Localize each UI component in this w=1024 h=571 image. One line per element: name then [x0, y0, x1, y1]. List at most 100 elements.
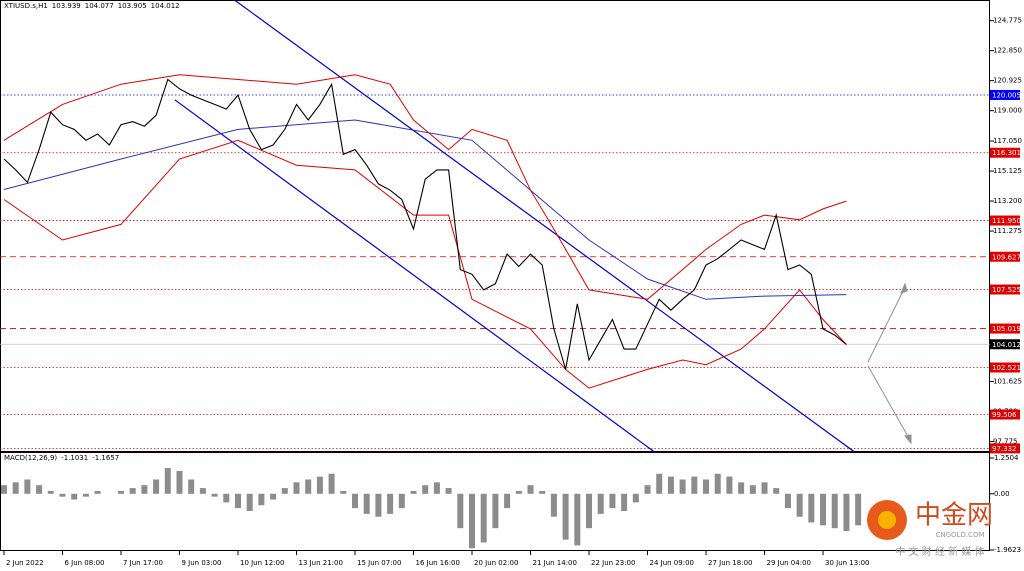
macd-bar [0, 485, 7, 494]
macd-bar [94, 490, 101, 494]
header-value: -1.1657 [92, 454, 119, 462]
macd-bar [293, 482, 300, 494]
macd-bar [703, 479, 710, 494]
macd-bar [59, 493, 66, 497]
macd-bar [153, 479, 160, 494]
macd-bar [457, 493, 464, 529]
macd-panel [0, 452, 990, 551]
macd-bar [480, 493, 487, 543]
y-tick-label: 111.275 [993, 227, 1022, 235]
x-tick-label: 13 Jun 21:00 [298, 559, 342, 567]
band-line [3, 139, 847, 389]
macd-bar [141, 485, 148, 494]
macd-bar [738, 482, 745, 494]
macd-bar [843, 493, 850, 532]
level-label-box [990, 362, 1020, 373]
x-tick-label: 15 Jun 07:00 [357, 559, 401, 567]
macd-bar [726, 476, 733, 494]
macd-bar [410, 490, 417, 494]
level-label-box [990, 251, 1020, 262]
level-label: 107.525 [992, 286, 1021, 294]
macd-bar [234, 493, 241, 509]
y-tick-label: 120.925 [993, 77, 1022, 85]
macd-bar [820, 493, 827, 526]
y-tick-label: 119.000 [993, 107, 1022, 115]
macd-bar [773, 488, 780, 494]
level-label-box [990, 323, 1020, 334]
macd-bar [211, 493, 218, 497]
macd-bar [340, 490, 347, 494]
level-label: 116.301 [992, 149, 1021, 157]
macd-y-tick-label: 1.2504 [994, 454, 1019, 462]
macd-bar [422, 485, 429, 494]
level-label-box [990, 147, 1020, 158]
level-label: 102.521 [992, 364, 1021, 372]
macd-bar [609, 493, 616, 509]
macd-bar [129, 488, 136, 494]
header-value: -1.1031 [61, 454, 88, 462]
band-line [3, 119, 847, 300]
macd-bar [352, 493, 359, 509]
macd-bar [574, 493, 581, 546]
header-value: 103.939 [52, 2, 81, 10]
x-tick-label: 9 Jun 03:00 [181, 559, 221, 567]
macd-bar [47, 490, 54, 494]
x-tick-label: 24 Jun 09:00 [650, 559, 694, 567]
y-tick-label: 124.775 [993, 17, 1022, 25]
macd-name: MACD(12,26,9) [4, 454, 57, 462]
header-value: 104.012 [151, 2, 180, 10]
x-tick-label: 29 Jun 04:00 [767, 559, 811, 567]
macd-bar [270, 493, 277, 500]
macd-bar [469, 493, 476, 549]
macd-bar [527, 485, 534, 494]
x-tick-label: 16 Jun 16:00 [416, 559, 460, 567]
header-value: 103.905 [118, 2, 147, 10]
level-label-box [990, 409, 1020, 420]
macd-bar [784, 493, 791, 509]
x-tick-label: 6 Jun 08:00 [64, 559, 104, 567]
y-tick-label: 97.775 [993, 437, 1018, 445]
x-tick-label: 27 Jun 18:00 [708, 559, 752, 567]
x-tick-label: 2 Jun 2022 [6, 559, 44, 567]
macd-bar [855, 493, 862, 526]
price-line [3, 78, 847, 370]
x-tick-label: 10 Jun 12:00 [240, 559, 284, 567]
macd-bar [691, 476, 698, 494]
macd-bar [305, 479, 312, 494]
macd-bar [316, 476, 323, 494]
macd-bar [621, 493, 628, 511]
macd-bar [433, 482, 440, 494]
macd-bar [12, 482, 19, 494]
macd-bar [492, 493, 499, 529]
watermark: 中金网 CNGOLD.COM 中 文 财 经 新 媒 体 [867, 500, 993, 558]
level-label-box [990, 339, 1020, 350]
symbol: XTIUSD.s,H1 [4, 2, 48, 10]
macd-bar [188, 479, 195, 494]
macd-bar [831, 493, 838, 529]
macd-bar [761, 482, 768, 494]
level-label: 97.332 [992, 445, 1017, 453]
y-tick-label: 117.050 [993, 137, 1022, 145]
channel-line [234, 0, 855, 453]
macd-bar [164, 468, 171, 494]
macd-bar [656, 473, 663, 494]
macd-bar [586, 493, 593, 529]
macd-bar [550, 493, 557, 517]
channel-line [174, 99, 655, 453]
x-tick-label: 30 Jun 13:00 [825, 559, 869, 567]
macd-bar [644, 485, 651, 494]
macd-bar [562, 493, 569, 540]
macd-bar [223, 493, 230, 503]
y-tick-label: 101.625 [993, 377, 1022, 385]
level-label: 120.005 [992, 91, 1021, 99]
x-tick-label: 21 Jun 14:00 [533, 559, 577, 567]
macd-bar [796, 493, 803, 517]
main-panel [0, 0, 990, 452]
y-tick-label: 115.125 [993, 167, 1022, 175]
x-tick-label: 22 Jun 23:00 [591, 559, 635, 567]
header-value: 104.077 [85, 2, 114, 10]
level-label-box [990, 443, 1020, 454]
macd-bar [749, 485, 756, 494]
slogan: 中 文 财 经 新 媒 体 [895, 545, 984, 558]
